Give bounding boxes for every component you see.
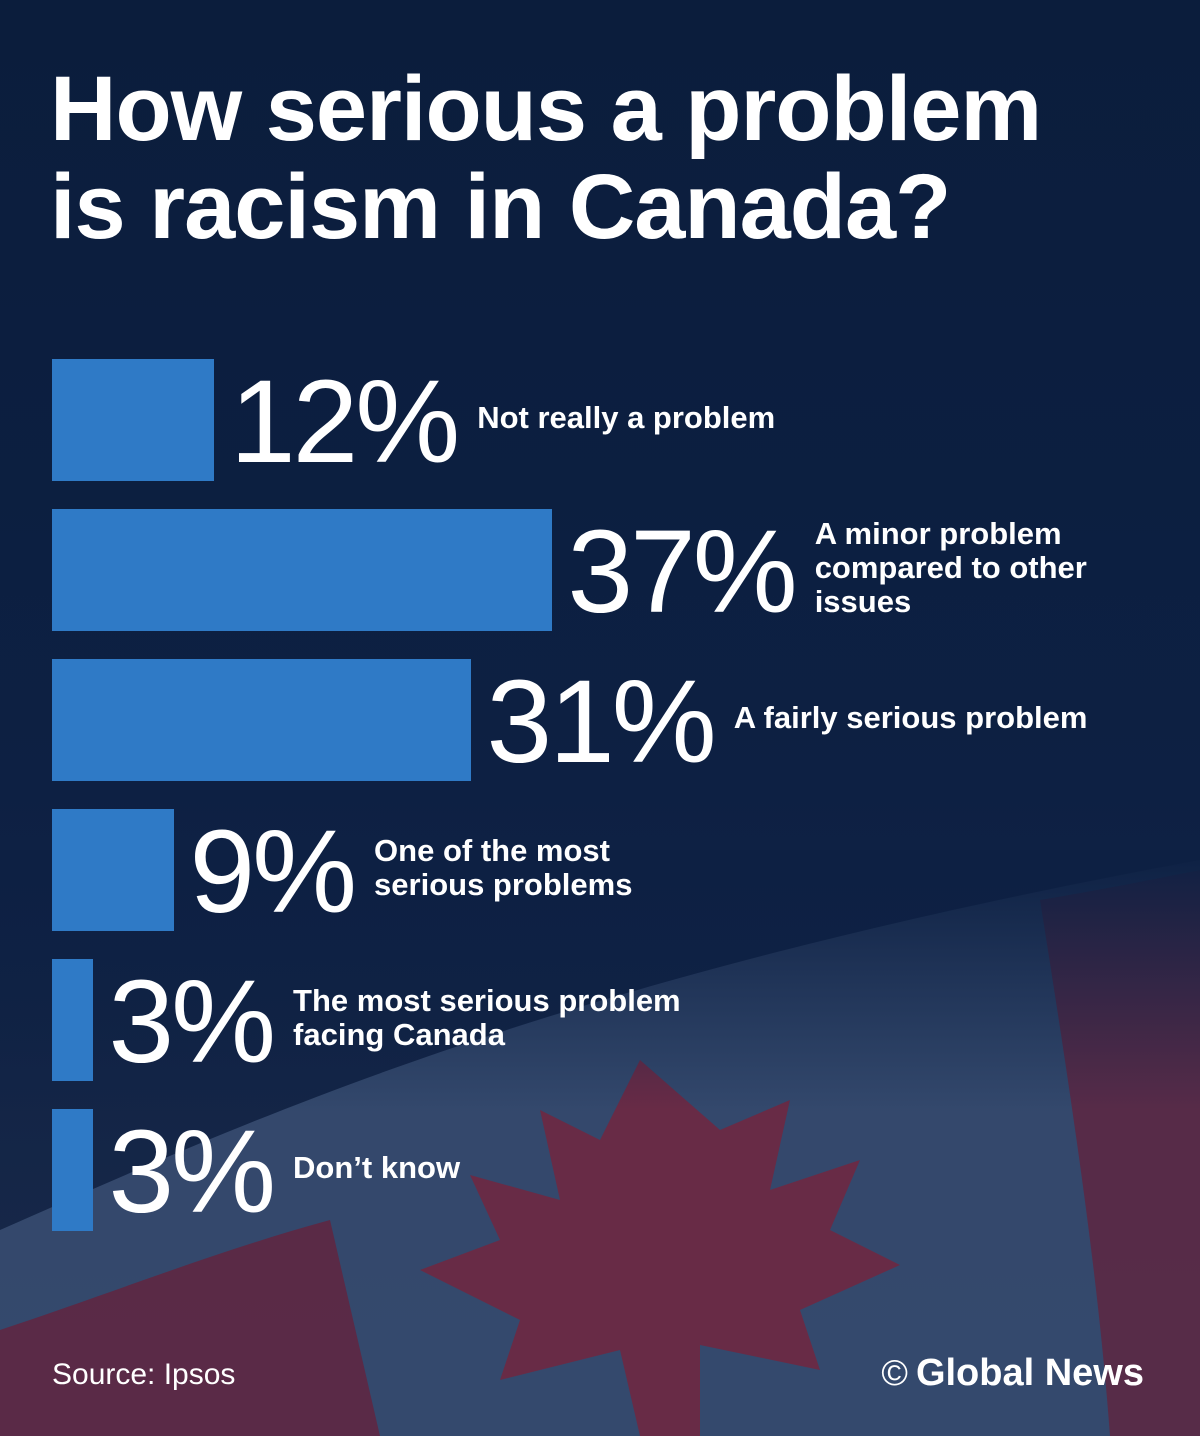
copyright-icon: ©: [881, 1352, 908, 1393]
value-label: 31%: [486, 656, 717, 788]
bar: [52, 809, 174, 931]
credit-line: © Global News: [881, 1352, 1144, 1395]
bar: [52, 1109, 93, 1231]
category-label: A minor problem compared to other issues: [814, 516, 1087, 619]
bar: [52, 659, 471, 781]
value-label: 12%: [230, 356, 460, 488]
bar: [52, 509, 552, 631]
category-label: Not really a problem: [477, 400, 776, 435]
credit-text: Global News: [915, 1352, 1144, 1394]
category-label: A fairly serious problem: [733, 700, 1088, 735]
category-label: The most serious problem facing Canada: [293, 983, 681, 1052]
category-label: One of the most serious problems: [374, 833, 633, 902]
flag-red-band-left: [0, 1220, 380, 1436]
value-label: 3%: [108, 956, 277, 1088]
bar: [52, 959, 93, 1081]
bar: [52, 359, 214, 481]
chart-title: How serious a problem is racism in Canad…: [50, 60, 1170, 256]
value-label: 3%: [108, 1106, 277, 1238]
value-label: 37%: [567, 506, 798, 638]
category-label: Don’t know: [293, 1150, 461, 1185]
source-note: Source: Ipsos: [52, 1358, 236, 1391]
chart-title-line-2: is racism in Canada?: [50, 156, 951, 258]
maple-leaf-icon: [420, 1060, 900, 1436]
value-label: 9%: [189, 806, 358, 938]
chart-title-line-1: How serious a problem: [50, 58, 1042, 160]
